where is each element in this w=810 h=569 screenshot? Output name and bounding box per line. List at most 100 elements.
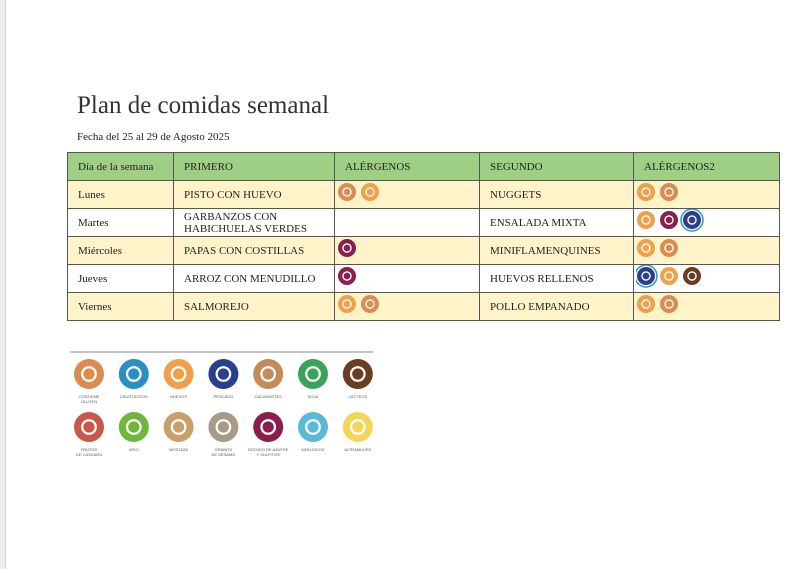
allergen-icon	[338, 295, 356, 313]
allergen-cell	[633, 292, 780, 321]
allergen-icon	[342, 412, 373, 442]
table-row: Jueves ARROZ CON MENUDILLO HUEVOS RELLENOS	[67, 264, 780, 293]
allergen-icon	[361, 183, 379, 201]
allergen-cell	[633, 264, 780, 293]
allergen-cell	[633, 180, 780, 209]
allergen-icons	[637, 239, 678, 257]
icon-symbol	[305, 419, 321, 435]
allergen-icon	[74, 412, 104, 442]
cell: PAPAS CON COSTILLAS	[173, 236, 335, 265]
legend-label: SOJA	[308, 394, 319, 399]
allergen-cell	[633, 208, 780, 237]
legend-label: ALTRAMUCES	[344, 447, 371, 452]
legend-label: CRUSTÁCEOS	[120, 394, 148, 399]
cell: Jueves	[67, 264, 174, 293]
icon-symbol	[664, 243, 674, 253]
cell: SALMOREJO	[173, 292, 335, 321]
column-header: PRIMERO	[173, 152, 335, 181]
column-header: ALÉRGENOS2	[633, 152, 780, 181]
allergen-icon	[660, 295, 678, 313]
icon-symbol	[215, 419, 232, 435]
column-header: ALÉRGENOS	[334, 152, 480, 181]
icon-symbol	[641, 271, 651, 281]
icon-symbol	[342, 271, 352, 281]
allergen-icon	[298, 359, 328, 389]
icon-symbol	[81, 419, 97, 435]
column-header: SEGUNDO	[479, 152, 634, 181]
allergen-icon	[637, 239, 655, 257]
legend-label: CACAHUETES	[255, 394, 283, 399]
allergen-cell	[334, 208, 480, 237]
allergen-icon	[660, 183, 678, 201]
allergen-icon	[637, 267, 655, 285]
allergen-icon	[253, 412, 284, 442]
icon-symbol	[365, 187, 375, 197]
allergen-icons	[634, 264, 701, 288]
legend-label: GLUTEN	[81, 399, 97, 404]
icon-symbol	[215, 366, 232, 382]
allergen-icon	[118, 359, 149, 389]
icon-symbol	[365, 299, 375, 309]
icon-symbol	[641, 243, 651, 253]
allergen-icons	[338, 183, 379, 201]
allergen-icon	[342, 359, 373, 389]
column-header: Día de la semana	[67, 152, 174, 181]
icon-symbol	[349, 419, 366, 435]
icon-symbol	[349, 366, 366, 382]
icon-symbol	[125, 366, 142, 382]
allergen-icon	[338, 267, 356, 285]
title: Plan de comidas semanal	[77, 92, 330, 119]
legend-label: DIÓXIDO DE AZUFRE	[248, 447, 289, 452]
icon-symbol	[664, 299, 674, 309]
allergen-icons	[637, 183, 678, 201]
icon-symbol	[664, 271, 674, 281]
allergen-icon	[683, 267, 701, 285]
allergen-icon	[163, 412, 194, 442]
icon-symbol	[687, 271, 697, 281]
allergen-cell	[334, 264, 480, 293]
cell: ENSALADA MIXTA	[479, 208, 634, 237]
table-row: Martes GARBANZOS CON HABICHUELAS VERDES EN…	[67, 208, 780, 237]
icon-symbol	[664, 187, 674, 197]
allergen-icon	[637, 183, 655, 201]
allergen-icon	[253, 359, 284, 389]
header-row: Día de la semana PRIMERO ALÉRGENOS SEGUNDO A…	[67, 152, 780, 181]
icon-symbol	[81, 366, 97, 382]
legend-label: APIO	[129, 447, 139, 452]
legend-label: GRANOS	[215, 447, 233, 452]
table-row: Miércoles PAPAS CON COSTILLAS MINIFLAMENQU…	[67, 236, 780, 265]
cell: NUGGETS	[479, 180, 634, 209]
window-edge	[0, 0, 6, 569]
legend-label: HUEVOS	[170, 394, 187, 399]
legend-label: CONTIENE	[79, 394, 100, 399]
icon-symbol	[170, 419, 187, 435]
cell: HUEVOS RELLENOS	[479, 264, 634, 293]
cell: POLLO EMPANADO	[479, 292, 634, 321]
legend-label: FRUTOS	[81, 447, 98, 452]
legend-label: Y SULFITOS	[257, 452, 281, 457]
cell: Miércoles	[67, 236, 174, 265]
legend-label: MOLUSCOS	[302, 447, 325, 452]
cell: Viernes	[67, 292, 174, 321]
allergen-icon	[118, 412, 149, 442]
legend-label: LÁCTEOS	[348, 394, 367, 399]
allergen-icon	[683, 211, 701, 229]
allergen-icons	[338, 239, 356, 257]
legend-label: DE SÉSAMO	[212, 452, 236, 457]
allergen-icons	[637, 208, 704, 232]
cell: PISTO CON HUEVO	[173, 180, 335, 209]
allergen-icon	[338, 239, 356, 257]
allergen-icons	[637, 295, 678, 313]
allergen-icon	[338, 183, 356, 201]
allergen-icon	[660, 211, 678, 229]
icon-symbol	[641, 299, 651, 309]
allergen-icon	[163, 359, 194, 389]
allergen-cell	[633, 236, 780, 265]
icon-symbol	[125, 419, 142, 435]
table-row: Viernes SALMOREJO POLLO EMPANADO	[67, 292, 780, 321]
cell: MINIFLAMENQUINES	[479, 236, 634, 265]
icon-symbol	[342, 243, 352, 253]
allergen-cell	[334, 180, 480, 209]
allergen-icons	[338, 267, 356, 285]
